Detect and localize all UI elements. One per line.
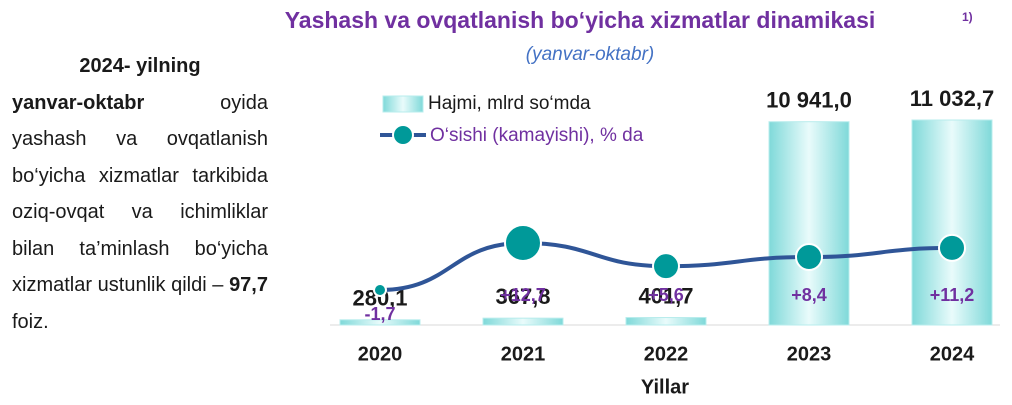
x-tick-label: 2020 [358,343,403,365]
chart-title: Yashash va ovqatlanish bo‘yicha xizmatla… [285,7,876,33]
x-tick-label: 2022 [644,343,689,365]
line-marker [504,224,542,262]
x-tick-label: 2024 [930,343,975,365]
line-value-label: -1,7 [364,304,395,324]
line-marker [938,233,966,262]
legend-label: Hajmi, mlrd so‘mda [428,93,591,114]
legend-swatch [382,95,424,113]
footnote: 1) [962,10,973,24]
side-text: 2024- yilning yanvar-oktabr oyida yashash… [12,48,268,340]
bar-value-label: 401,7 [638,283,693,308]
line-marker [652,252,680,281]
x-axis-title: Yillar [641,376,689,398]
side-lead: yanvar-oktabr [12,91,145,114]
bar-value-label: 11 032,7 [910,86,994,111]
line-value-label: +11,2 [930,285,975,305]
side-heading: 2024- yilning [79,55,201,77]
bar [339,319,421,326]
bar [482,317,564,326]
side-tail: foiz. [12,310,49,333]
line-marker [795,243,823,272]
bar-value-label: 10 941,0 [766,88,852,113]
line-value-label: +8,4 [791,285,827,305]
legend-label: O‘sishi (kamayishi), % da [430,125,644,146]
bar [625,317,707,326]
bar [768,121,850,326]
side-body: oyida yashash va ovqatlanish bo‘yicha xi… [12,91,268,297]
side-figure: 97,7 [229,274,268,296]
bar [911,119,993,326]
x-tick-label: 2023 [787,343,832,365]
x-tick-label: 2021 [501,343,546,365]
line-value-label: +12,7 [500,285,546,305]
legend-marker [392,124,414,146]
line-value-label: +5,6 [648,285,684,305]
line-marker [373,283,387,297]
chart-subtitle: (yanvar-oktabr) [526,44,654,65]
bar-value-label: 367,8 [495,284,550,309]
